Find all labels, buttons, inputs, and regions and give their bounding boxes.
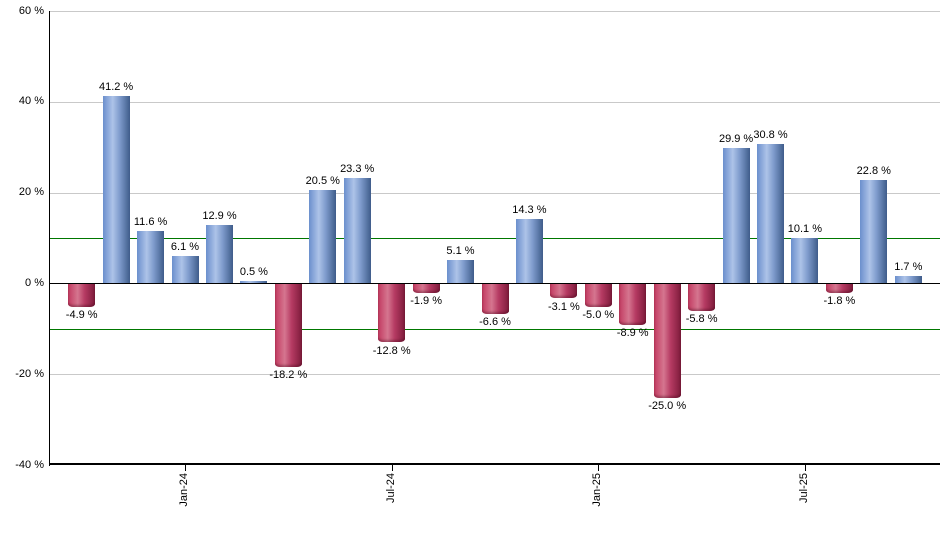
y-tick-label: -20 %	[15, 367, 44, 380]
bar-label: 22.8 %	[856, 164, 891, 177]
bar	[550, 284, 578, 299]
bar-label: -5.0 %	[582, 309, 615, 322]
bar-label: -1.8 %	[823, 294, 856, 307]
zero-line	[49, 283, 940, 284]
bar-label: -8.9 %	[616, 326, 649, 339]
bar	[688, 284, 716, 311]
bar-label: 29.9 %	[718, 132, 754, 145]
x-tick	[598, 465, 600, 471]
bar	[102, 96, 130, 284]
bar-label: 14.3 %	[512, 203, 547, 216]
reference-line	[49, 329, 940, 330]
bar-label: 1.7 %	[894, 260, 923, 273]
x-tick-label: Jul-25	[797, 473, 810, 503]
gridline	[49, 11, 940, 12]
bar-label: -4.9 %	[65, 308, 98, 321]
bar-label: 23.3 %	[340, 162, 375, 175]
bar	[378, 284, 406, 343]
bar-label: 30.8 %	[753, 128, 788, 141]
gridline	[49, 193, 940, 194]
bar-label: 11.6 %	[133, 215, 168, 228]
bar-label: -5.8 %	[685, 312, 718, 325]
bar	[309, 190, 337, 284]
bar	[240, 281, 268, 284]
x-tick	[185, 465, 186, 471]
y-axis-line	[49, 11, 50, 466]
bar	[757, 143, 784, 284]
bar	[68, 284, 96, 307]
bar	[481, 284, 509, 315]
y-tick-label: -40 %	[15, 458, 44, 471]
bar	[722, 147, 750, 284]
bar	[619, 284, 647, 325]
x-axis-line	[49, 463, 940, 465]
bar	[653, 284, 681, 398]
y-tick-label: 60 %	[18, 4, 44, 17]
bar	[447, 260, 474, 284]
y-tick-label: 0 %	[25, 276, 44, 289]
x-tick-label: Jan-25	[591, 473, 604, 507]
bar-label: 41.2 %	[98, 81, 134, 94]
bar-label: 5.1 %	[446, 245, 475, 258]
bar-label: -1.9 %	[410, 295, 442, 307]
bar-label: -12.8 %	[372, 344, 411, 357]
x-tick-label: Jan-24	[178, 473, 190, 507]
bar	[171, 255, 199, 284]
gridline	[49, 374, 940, 375]
bar-label: -25.0 %	[648, 399, 687, 412]
bar	[584, 284, 612, 308]
bar	[894, 275, 922, 284]
y-tick-label: 20 %	[18, 186, 44, 199]
bar-label: -18.2 %	[269, 369, 308, 381]
bar	[412, 284, 440, 293]
bar-label: 12.9 %	[202, 209, 237, 222]
bar-label: 0.5 %	[239, 266, 268, 279]
x-tick	[391, 465, 393, 471]
bar	[791, 237, 819, 284]
gridline	[49, 102, 940, 103]
bar-label: 10.1 %	[787, 222, 823, 235]
x-tick-label: Jul-24	[384, 473, 397, 503]
bar	[343, 177, 371, 284]
bar	[206, 224, 233, 284]
bar-label: -3.1 %	[547, 300, 580, 313]
bar	[860, 179, 888, 284]
y-tick-label: 40 %	[18, 95, 44, 108]
plot-area: -4.9 % 41.2 % 11.6 % 6.1 % 12.9 % 0.5 % -18.2 …	[49, 11, 940, 466]
x-tick	[804, 465, 806, 471]
bar	[825, 284, 853, 293]
reference-line	[49, 238, 940, 239]
bar-label: 20.5 %	[305, 175, 340, 188]
bar-label: -6.6 %	[479, 316, 511, 329]
bar	[274, 284, 302, 367]
bar	[515, 218, 543, 284]
bar-label: 6.1 %	[170, 240, 200, 253]
bar	[137, 230, 165, 284]
